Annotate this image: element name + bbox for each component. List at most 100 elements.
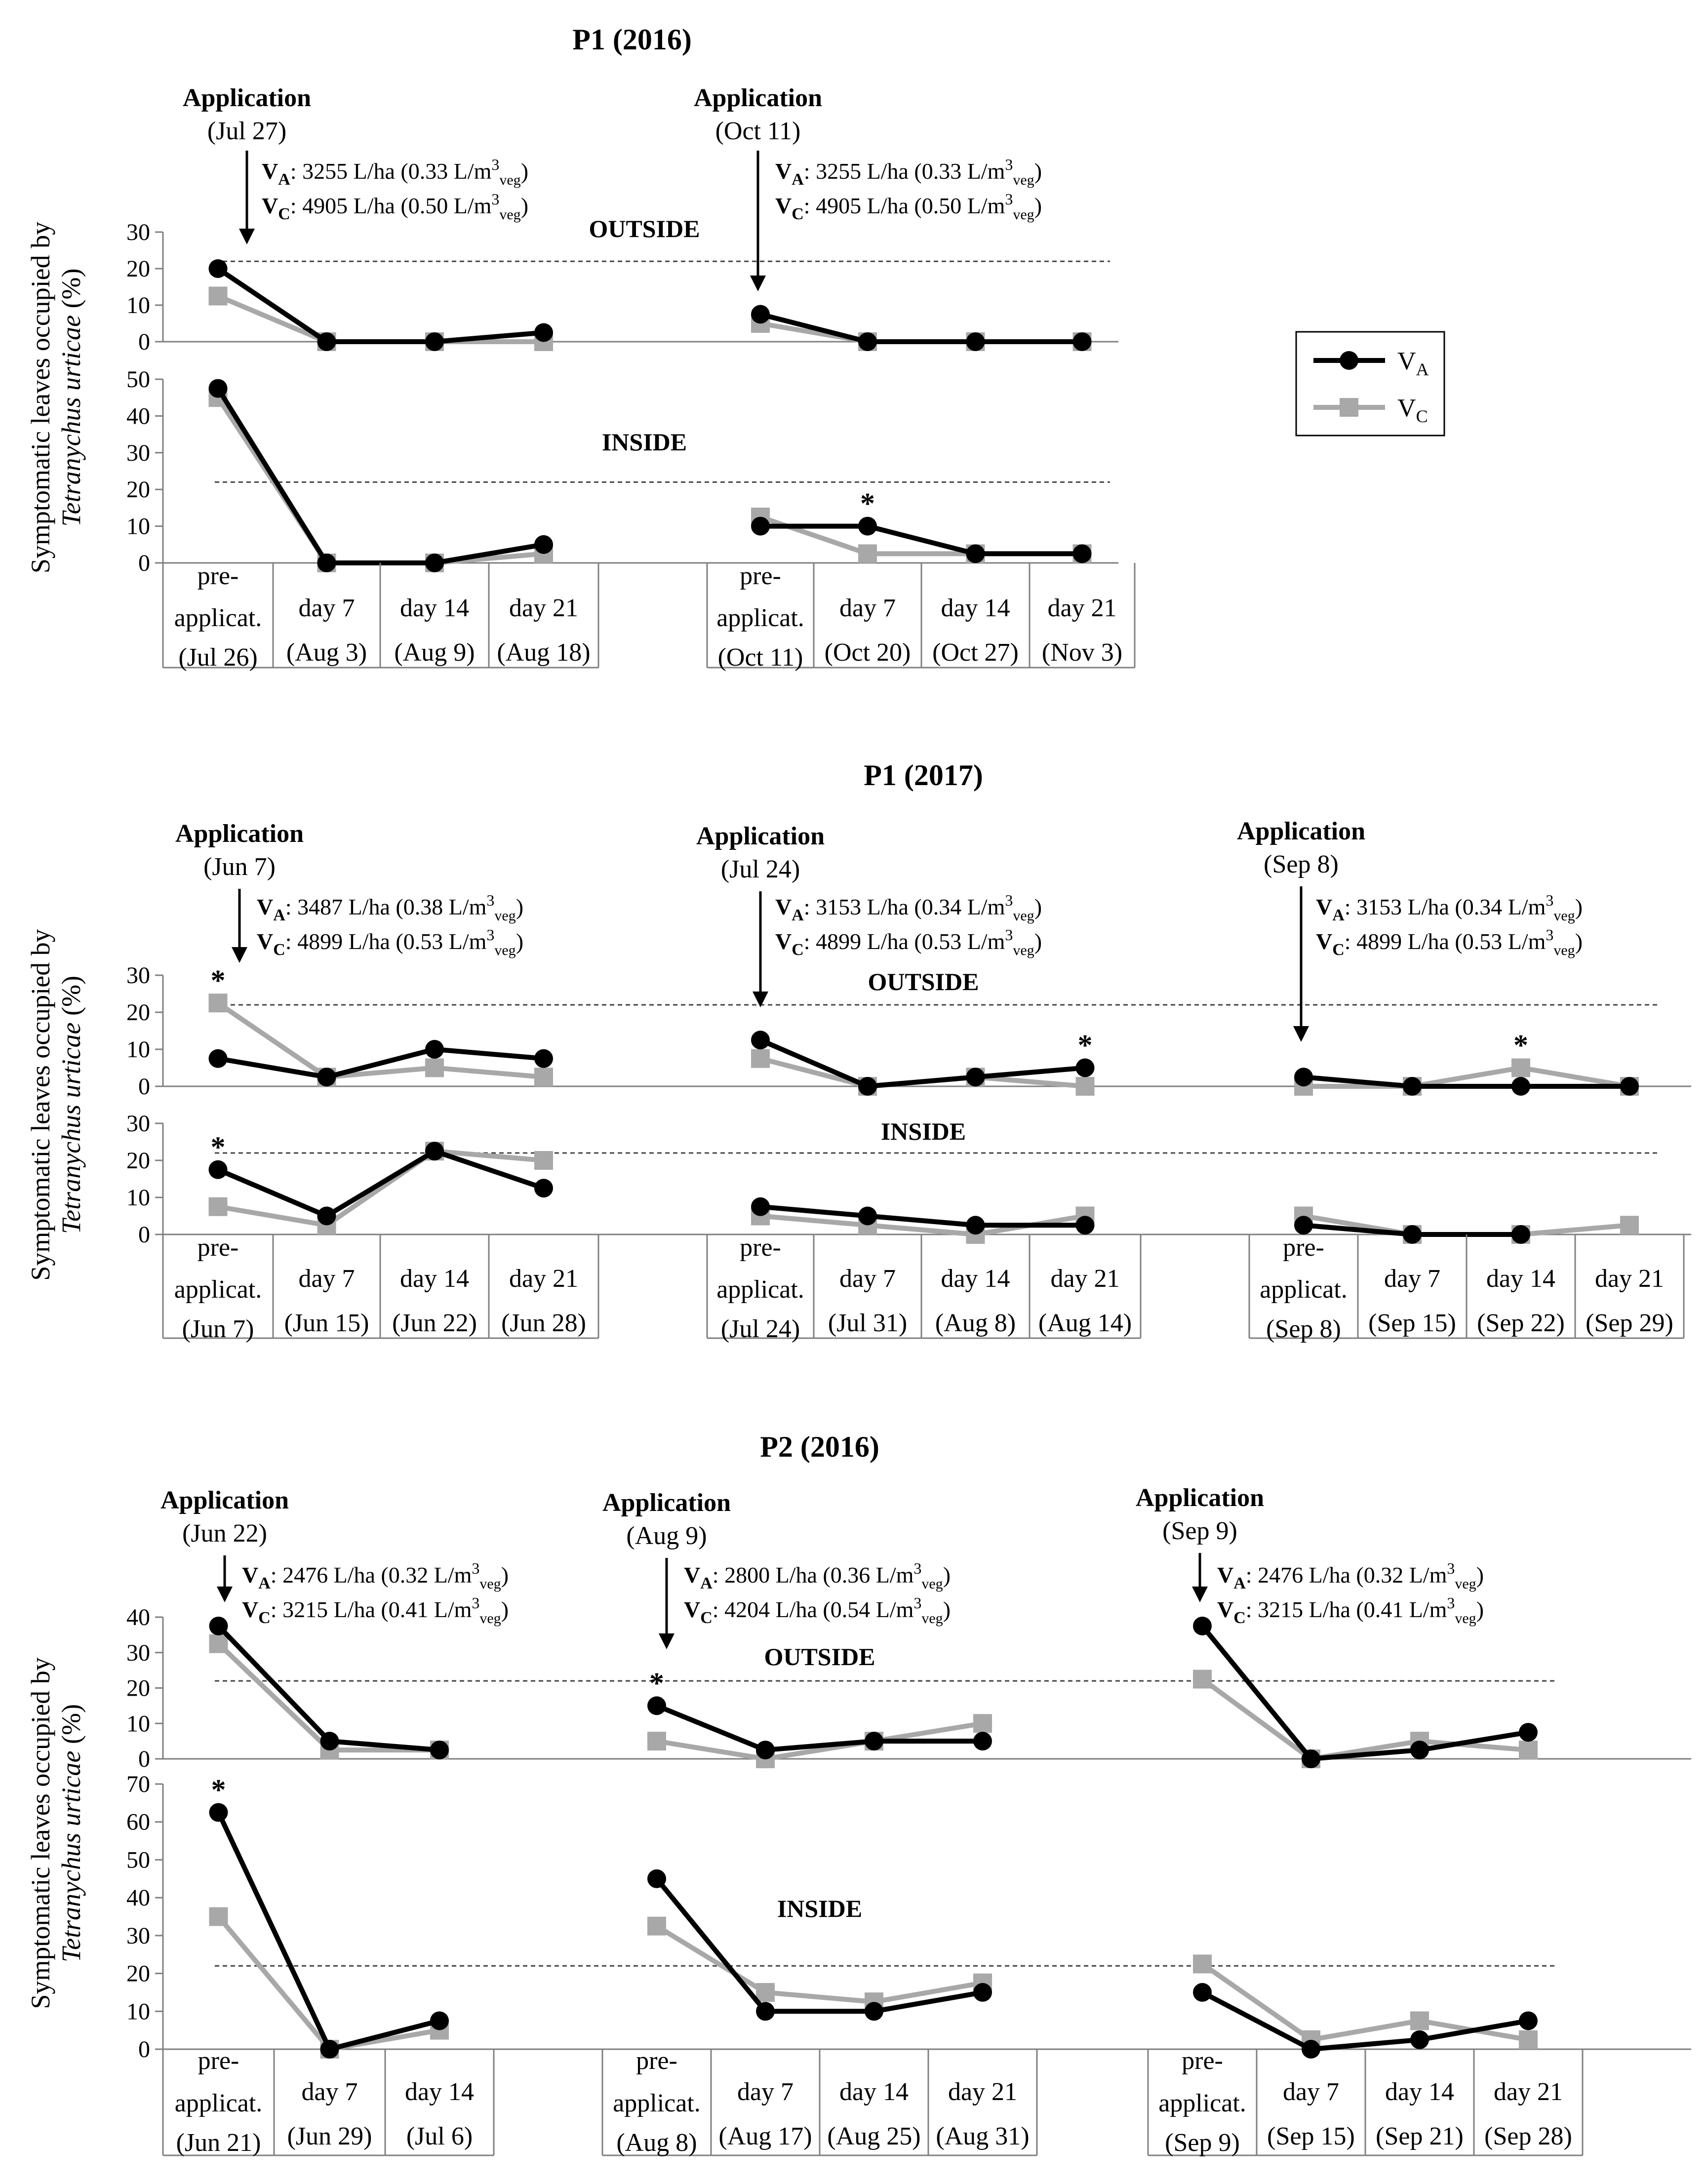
volume-key-sub: C — [792, 205, 804, 223]
volume-sub: veg — [921, 1610, 943, 1627]
volume-vc: VC: 4905 L/ha (0.50 L/m3veg) — [262, 190, 528, 223]
application-annotation: Application (Jun 22) VA: 2476 L/ha (0.32 L… — [160, 1486, 509, 1627]
category-label: day 7 — [839, 1265, 896, 1293]
volume-va: VA: 2476 L/ha (0.32 L/m3veg) — [1217, 1559, 1484, 1592]
point-va — [647, 1869, 666, 1888]
point-va — [425, 554, 444, 572]
point-vc — [1620, 1216, 1639, 1235]
zone-label-inside: INSIDE — [602, 428, 687, 456]
category-label: pre- — [740, 1233, 781, 1262]
point-vc — [647, 1732, 666, 1751]
point-va — [858, 332, 877, 351]
volume-text: : 4905 L/ha (0.50 L/m — [804, 193, 1005, 218]
point-vc — [208, 1197, 228, 1216]
category-label: day 7 — [1283, 2078, 1339, 2106]
application-arrow-head — [217, 1587, 233, 1602]
y-axis-label-line1: Symptomatic leaves occupied by — [26, 929, 55, 1280]
application-date: (Jun 7) — [203, 853, 276, 881]
point-va — [1294, 1068, 1313, 1087]
application-arrow-head — [753, 992, 768, 1007]
y-tick-label: 70 — [126, 1771, 150, 1797]
category-label: (Aug 3) — [286, 638, 367, 667]
volume-key-sub: A — [273, 906, 285, 924]
application-label: Application — [175, 820, 304, 848]
application-annotation: Application (Sep 8) VA: 3153 L/ha (0.34 L/… — [1237, 817, 1583, 1042]
y-tick-label: 20 — [126, 1675, 150, 1702]
series-line-va — [759, 312, 1082, 344]
y-tick-label: 10 — [126, 1036, 150, 1063]
point-vc — [647, 1916, 666, 1936]
point-vc — [209, 1634, 228, 1653]
zone-label-inside: INSIDE — [777, 1895, 862, 1922]
category-label: (Aug 18) — [497, 638, 590, 667]
panel-title: P2 (2016) — [760, 1430, 879, 1463]
application-label: Application — [696, 822, 825, 850]
volume-vc: VC: 4899 L/ha (0.53 L/m3veg) — [257, 926, 523, 959]
point-vc — [1075, 1077, 1095, 1096]
zone-label-outside: OUTSIDE — [868, 968, 979, 995]
category-label: (Aug 8) — [935, 1309, 1016, 1337]
category-label: (Aug 14) — [1038, 1309, 1132, 1337]
series-line-va — [216, 1811, 440, 2052]
y-tick-label: 0 — [138, 329, 150, 355]
category-label: pre- — [636, 2047, 677, 2075]
point-va — [209, 1616, 228, 1635]
volume-close: ) — [1575, 929, 1583, 954]
category-label: (Jun 7) — [182, 1315, 254, 1343]
volume-va: VA: 3153 L/ha (0.34 L/m3veg) — [1316, 891, 1583, 924]
series-line-va — [217, 1047, 544, 1080]
category-label: day 7 — [737, 2078, 793, 2106]
significance-star: * — [860, 487, 875, 520]
point-va — [1193, 1616, 1212, 1635]
point-vc — [208, 993, 228, 1013]
y-axis-label-line2: Tetranychus urticae (%) — [56, 976, 86, 1234]
category-label: (Jul 31) — [828, 1309, 907, 1337]
volume-text: : 3255 L/ha (0.33 L/m — [290, 159, 492, 184]
volume-key-sub: A — [792, 170, 804, 189]
application-annotation: Application (Jun 7) VA: 3487 L/ha (0.38 L/… — [175, 820, 523, 963]
point-va — [1072, 332, 1092, 351]
category-label: (Sep 15) — [1267, 2122, 1355, 2150]
y-tick-label: 20 — [126, 477, 150, 503]
volume-sup: 3 — [1546, 926, 1553, 944]
point-va — [1075, 1058, 1095, 1077]
volume-close: ) — [1575, 894, 1583, 919]
category-label: applicat. — [174, 1275, 262, 1304]
point-va — [751, 1031, 770, 1050]
subplot-outside: 0 10 20 30 40 OUTSIDE * — [126, 1604, 1691, 1772]
volume-sup: 3 — [1447, 1559, 1455, 1577]
category-label: day 21 — [1494, 2078, 1563, 2106]
point-vc — [425, 1058, 444, 1077]
category-label: pre- — [1283, 1233, 1324, 1262]
volume-sup: 3 — [486, 891, 494, 909]
point-va — [973, 1983, 992, 2002]
volume-close: ) — [501, 1597, 509, 1622]
category-label: day 14 — [1385, 2078, 1454, 2106]
volume-text: : 3153 L/ha (0.34 L/m — [1345, 894, 1546, 919]
application-label: Application — [694, 84, 822, 112]
series-line-va — [216, 266, 544, 344]
y-tick-label: 10 — [126, 1185, 150, 1211]
category-label: day 7 — [1384, 1265, 1440, 1293]
point-va — [208, 1049, 228, 1068]
volume-sub: veg — [1455, 1610, 1476, 1627]
series-line-va — [216, 1624, 440, 1753]
legend-label-main: V — [1397, 347, 1416, 375]
subplot-outside: 0 10 20 30 OUTSIDE — [126, 215, 1118, 355]
category-label: applicat. — [613, 2089, 701, 2117]
significance-star: * — [1078, 1029, 1093, 1062]
volume-sub: veg — [1013, 172, 1034, 188]
point-va — [208, 379, 228, 398]
volume-key-sub: A — [792, 906, 804, 924]
y-tick-label: 50 — [126, 1847, 150, 1873]
category-axis: pre-applicat. (Jun 7) day 7 (Jun 15) day 14 (… — [162, 1233, 1685, 1343]
point-va — [756, 1741, 775, 1760]
volume-close: ) — [521, 193, 528, 218]
category-label: day 21 — [948, 2078, 1017, 2106]
volume-key-sub: A — [278, 170, 290, 189]
volume-key: V — [684, 1562, 700, 1588]
volume-key-sub: C — [1332, 941, 1345, 959]
point-va — [320, 2040, 339, 2059]
volume-close: ) — [1476, 1597, 1484, 1622]
volume-close: ) — [516, 894, 523, 919]
